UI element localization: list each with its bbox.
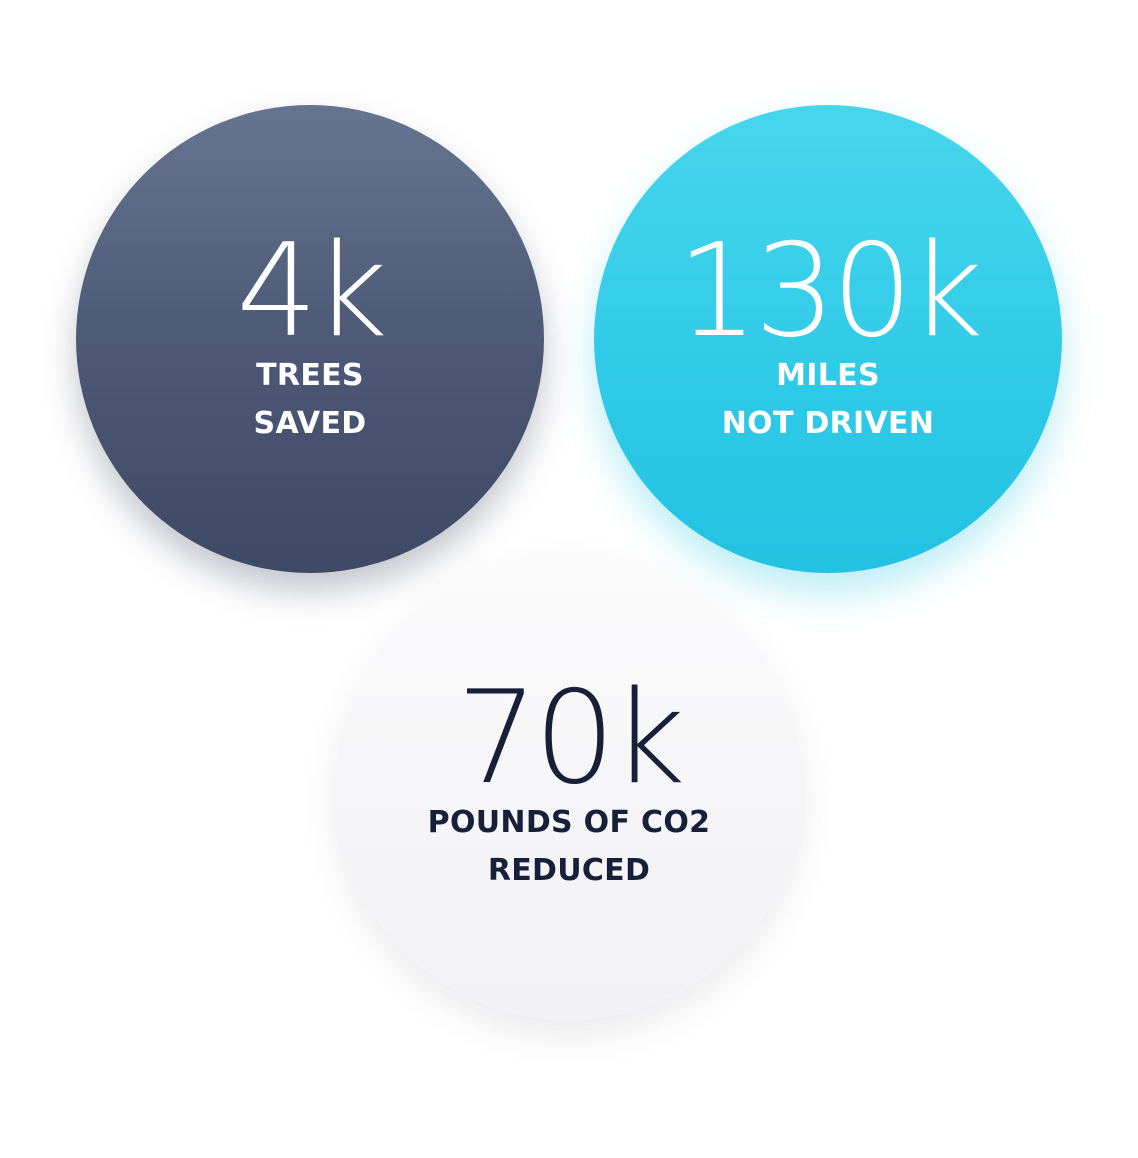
stat-circle-miles-not-driven: 130k MILES NOT DRIVEN xyxy=(594,105,1062,573)
stat-label-miles-line2: NOT DRIVEN xyxy=(721,406,935,441)
stat-label-trees: TREES SAVED xyxy=(254,352,367,448)
stat-label-co2-line2: REDUCED xyxy=(487,853,651,888)
stat-value-trees: 4k xyxy=(236,217,388,366)
stat-label-co2: POUNDS OF CO2 REDUCED xyxy=(428,799,711,895)
stat-value-co2: 70k xyxy=(456,664,686,813)
stat-circle-trees-saved: 4k TREES SAVED xyxy=(76,105,544,573)
stat-circle-co2-reduced: 70k POUNDS OF CO2 REDUCED xyxy=(335,552,803,1020)
stat-value-miles: 130k xyxy=(676,217,983,366)
stat-label-miles-line1: MILES xyxy=(776,358,880,393)
stat-label-miles: MILES NOT DRIVEN xyxy=(722,352,935,448)
stat-label-trees-line1: TREES xyxy=(256,358,364,393)
stat-label-co2-line1: POUNDS OF CO2 xyxy=(427,805,711,840)
stat-label-trees-line2: SAVED xyxy=(253,406,367,441)
